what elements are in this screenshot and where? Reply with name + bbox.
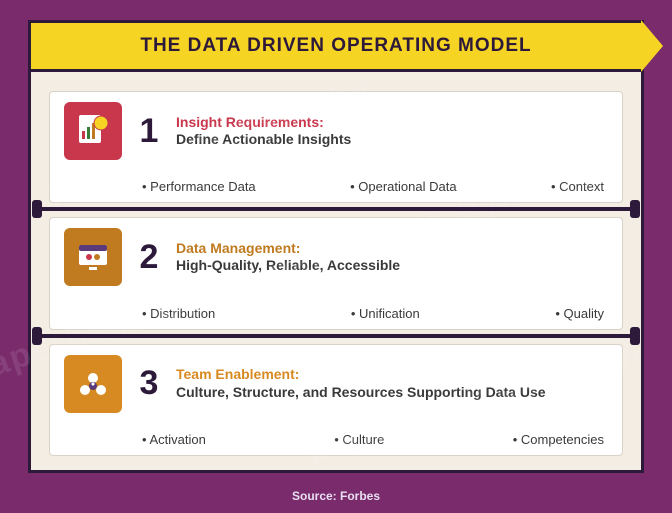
chart-document-icon — [64, 102, 122, 160]
section-subheading: Define Actionable Insights — [176, 131, 608, 149]
bullet-row: Performance Data Operational Data Contex… — [64, 175, 608, 194]
sections-container: 1 Insight Requirements: Define Actionabl… — [49, 91, 623, 456]
section-number: 1 — [136, 112, 162, 151]
card-top: 3 Team Enablement: Culture, Structure, a… — [64, 355, 608, 413]
section-subheading: Culture, Structure, and Resources Suppor… — [176, 384, 608, 402]
section-card-2: 2 Data Management: High-Quality, Reliabl… — [49, 217, 623, 329]
bullet-row: Activation Culture Competencies — [64, 428, 608, 447]
bullet-row: Distribution Unification Quality — [64, 302, 608, 321]
title-text: THE DATA DRIVEN OPERATING MODEL — [140, 35, 531, 57]
section-number: 2 — [136, 238, 162, 277]
connector-bar — [32, 204, 640, 214]
card-text: Team Enablement: Culture, Structure, and… — [176, 366, 608, 401]
section-heading: Data Management: — [176, 240, 608, 258]
bullet-item: Distribution — [142, 306, 215, 321]
card-top: 2 Data Management: High-Quality, Reliabl… — [64, 228, 608, 286]
bullet-item: Activation — [142, 432, 206, 447]
section-number: 3 — [136, 364, 162, 403]
source-label: Source: Forbes — [0, 489, 672, 503]
card-top: 1 Insight Requirements: Define Actionabl… — [64, 102, 608, 160]
bullet-item: Operational Data — [350, 179, 456, 194]
section-heading: Team Enablement: — [176, 366, 608, 384]
title-banner: THE DATA DRIVEN OPERATING MODEL — [28, 20, 644, 72]
section-card-3: 3 Team Enablement: Culture, Structure, a… — [49, 344, 623, 456]
section-subheading: High-Quality, Reliable, Accessible — [176, 257, 608, 275]
card-text: Data Management: High-Quality, Reliable,… — [176, 240, 608, 275]
bullet-item: Quality — [555, 306, 604, 321]
bullet-item: Culture — [334, 432, 384, 447]
bullet-item: Unification — [351, 306, 420, 321]
bullet-item: Competencies — [513, 432, 604, 447]
infographic-frame: THE DATA DRIVEN OPERATING MODEL 1 Insigh… — [28, 20, 644, 473]
bullet-item: Performance Data — [142, 179, 256, 194]
section-card-1: 1 Insight Requirements: Define Actionabl… — [49, 91, 623, 203]
section-heading: Insight Requirements: — [176, 114, 608, 132]
connector-bar — [32, 331, 640, 341]
bullet-item: Context — [551, 179, 604, 194]
database-screen-icon — [64, 228, 122, 286]
card-text: Insight Requirements: Define Actionable … — [176, 114, 608, 149]
team-gear-icon — [64, 355, 122, 413]
